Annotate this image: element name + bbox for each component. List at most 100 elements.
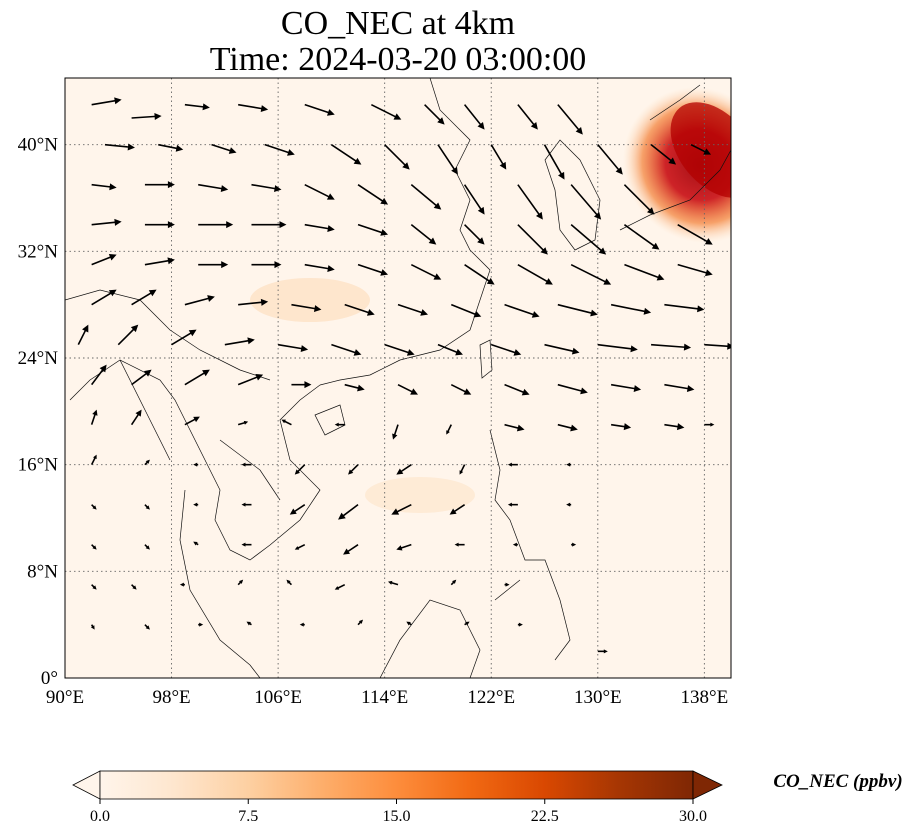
wind-arrow [463, 184, 485, 215]
wind-arrow [251, 183, 282, 192]
wind-arrow [291, 381, 312, 389]
wind-arrow [198, 622, 204, 627]
coastline-indochina [69, 359, 321, 561]
colorbar-tick-label: 0.0 [90, 808, 110, 825]
wind-arrow [677, 263, 713, 277]
wind-arrow [557, 423, 578, 432]
coastline-malay-peninsula [179, 489, 261, 678]
wind-arrow [91, 97, 122, 106]
wind-arrow [544, 343, 580, 355]
wind-arrow [304, 223, 335, 232]
wind-arrow [597, 343, 638, 353]
wind-arrow [294, 543, 306, 550]
wind-arrow [611, 423, 632, 431]
coastline-taiwan [479, 339, 493, 379]
wind-arrow [304, 103, 335, 116]
map-content [65, 78, 731, 678]
wind-arrow [131, 289, 157, 306]
wind-arrow [464, 224, 485, 245]
wind-arrow [304, 263, 335, 272]
wind-arrow [144, 624, 150, 630]
wind-arrow [557, 383, 588, 395]
wind-arrow [597, 649, 608, 654]
lat-tick-labels: 0° 8°N 16°N 24°N 32°N 40°N [18, 135, 59, 689]
lon-tick-labels: 90°E 98°E 106°E 114°E 122°E 130°E 138°E [46, 687, 728, 708]
wind-arrow [504, 383, 530, 396]
lat-tick-label: 24°N [18, 348, 59, 369]
wind-arrow [90, 364, 107, 386]
wind-arrow [357, 223, 389, 236]
colorbar-tick-label: 30.0 [679, 808, 707, 825]
wind-arrow [224, 337, 255, 346]
wind-arrow [238, 103, 269, 112]
wind-arrow [198, 221, 234, 229]
wind-arrow [158, 143, 184, 152]
wind-arrow [517, 622, 523, 627]
colorbar-bar [99, 770, 694, 800]
wind-arrow [90, 624, 95, 630]
wind-arrow [566, 502, 572, 507]
wind-arrow [651, 343, 692, 351]
wind-arrow [664, 423, 685, 431]
map-frame [64, 77, 732, 679]
wind-arrow [144, 221, 175, 229]
wind-arrow [512, 542, 518, 547]
wind-arrow [392, 424, 399, 440]
wind-arrow [504, 582, 510, 587]
wind-arrow [446, 424, 452, 435]
wind-arrow [299, 622, 305, 627]
wind-arrow [344, 303, 375, 316]
wind-arrow [91, 183, 117, 191]
wind-arrow [464, 621, 470, 626]
coastline-borders-inland [65, 289, 281, 501]
lon-tick-label: 138°E [681, 687, 729, 708]
wind-arrow [517, 104, 538, 130]
wind-arrow [348, 464, 359, 475]
wind-arrow [193, 502, 199, 507]
colorbar-tick-label: 7.5 [238, 808, 258, 825]
map-panel [64, 77, 732, 679]
wind-arrow [464, 264, 495, 285]
wind-arrow [704, 342, 731, 350]
wind-vectors [77, 97, 731, 654]
wind-arrow [104, 143, 135, 151]
wind-arrow [91, 289, 117, 306]
colorbar-tick-label: 15.0 [383, 808, 411, 825]
wind-arrow [144, 544, 150, 550]
wind-arrow [291, 303, 322, 312]
colorbar-label: CO_NEC (ppbv) [773, 771, 902, 792]
wind-arrow [91, 218, 122, 226]
wind-arrow [251, 221, 287, 229]
colorbar-extend-right [692, 770, 723, 800]
wind-arrow [77, 324, 89, 346]
wind-arrow [459, 464, 466, 475]
wind-arrow [289, 504, 306, 515]
wind-arrow [504, 423, 525, 432]
wind-arrow [384, 343, 415, 356]
wind-arrow [179, 582, 185, 587]
wind-arrow [144, 181, 175, 189]
wind-arrow [304, 183, 335, 200]
wind-arrow [557, 303, 598, 317]
wind-arrow [507, 502, 518, 507]
wind-arrow [184, 295, 215, 306]
wind-arrow [664, 303, 705, 313]
wind-arrow [357, 619, 364, 626]
wind-arrow [371, 103, 402, 120]
wind-arrow [184, 416, 200, 426]
wind-arrow [570, 263, 612, 285]
coastline-japan [619, 84, 731, 231]
wind-arrow [690, 143, 712, 155]
gridlines [65, 78, 731, 678]
wind-arrow [91, 544, 97, 550]
wind-arrow [241, 502, 252, 507]
lon-tick-label: 98°E [152, 687, 190, 708]
wind-arrow [198, 183, 229, 192]
lon-tick-label: 122°E [467, 687, 515, 708]
wind-arrow [237, 579, 244, 586]
wind-arrow [571, 542, 577, 547]
wind-arrow [490, 343, 522, 356]
wind-arrow [331, 343, 362, 356]
lat-tick-label: 40°N [18, 135, 59, 156]
